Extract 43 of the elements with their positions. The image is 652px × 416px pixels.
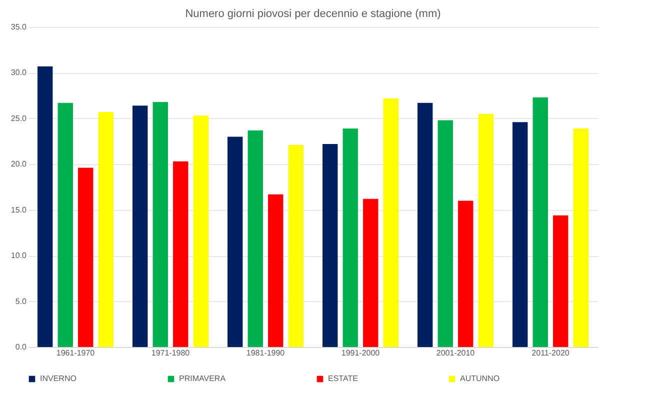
bar (363, 198, 378, 347)
y-tick-label: 35.0 (10, 22, 28, 32)
bar (58, 102, 73, 347)
x-tick-label: 1971-1980 (151, 348, 190, 358)
legend-label: ESTATE (328, 374, 358, 383)
bar (152, 102, 168, 347)
legend-label: INVERNO (40, 374, 76, 383)
y-tick-label: 15.0 (10, 205, 28, 214)
bar (322, 144, 338, 347)
bar (478, 114, 494, 347)
legend-label: PRIMAVERA (179, 374, 226, 383)
bar (248, 130, 263, 347)
x-tick-label: 2011-2020 (532, 348, 570, 358)
bar (553, 215, 568, 347)
bar (98, 112, 114, 347)
bar (342, 128, 358, 347)
x-tick-label: 1981-1990 (246, 348, 286, 358)
x-tick-label: 1961-1970 (56, 348, 96, 358)
bar (193, 116, 208, 347)
bar (532, 97, 548, 347)
bar (418, 102, 433, 347)
bar (173, 161, 188, 347)
bar (438, 120, 453, 347)
y-tick-label: 5.0 (15, 296, 28, 306)
bar (573, 128, 588, 347)
bar (383, 98, 398, 347)
bar (132, 106, 148, 347)
bar (228, 136, 243, 347)
bar (78, 168, 94, 347)
bar (268, 194, 284, 347)
legend-label: AUTUNNO (460, 374, 500, 383)
y-tick-label: 10.0 (10, 251, 28, 260)
bar (458, 200, 474, 347)
chart-title: Numero giorni piovosi per decennio e stagione (mm) (185, 8, 441, 20)
bar (512, 122, 528, 347)
y-tick-label: 0.0 (15, 342, 28, 352)
x-tick-label: 2001-2010 (436, 348, 476, 358)
y-tick-label: 20.0 (10, 160, 28, 169)
x-tick-label: 1991-2000 (341, 348, 380, 358)
y-tick-label: 30.0 (10, 68, 28, 78)
bar (288, 144, 304, 347)
bar (38, 66, 53, 347)
y-tick-label: 25.0 (10, 114, 28, 123)
